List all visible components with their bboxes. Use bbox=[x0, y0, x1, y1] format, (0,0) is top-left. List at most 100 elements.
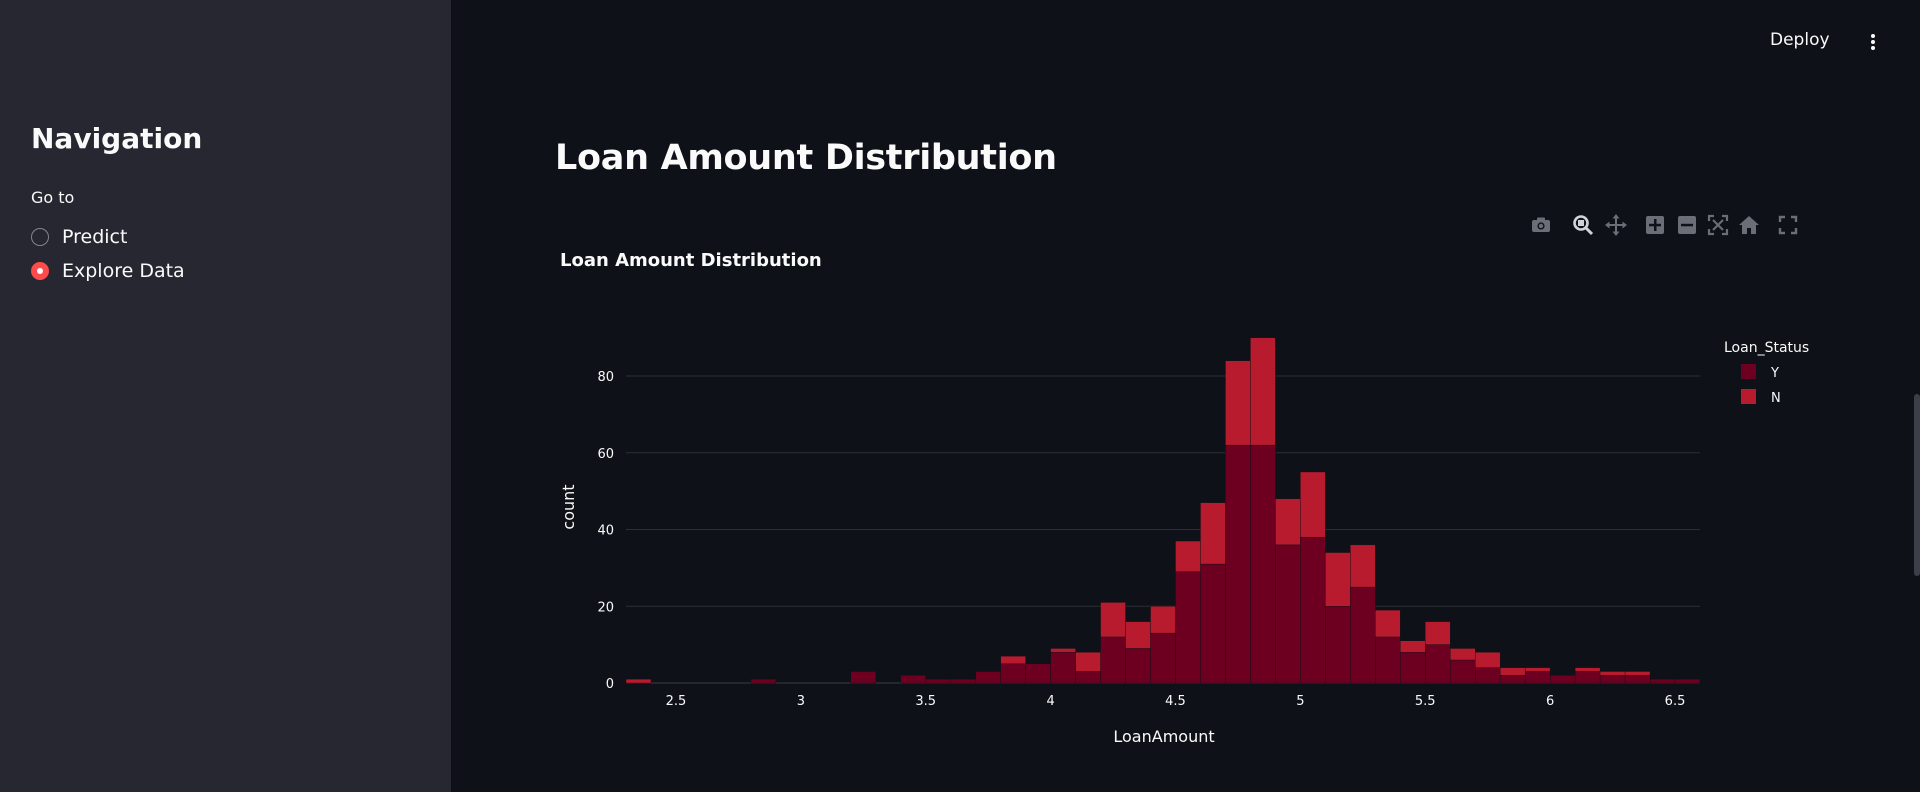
bar-y[interactable] bbox=[1624, 675, 1651, 684]
bar-y[interactable] bbox=[1075, 671, 1101, 684]
bar-y[interactable] bbox=[1275, 544, 1301, 684]
y-tick-label: 20 bbox=[597, 600, 614, 615]
bar-n[interactable] bbox=[1075, 652, 1101, 672]
radio-option-label: Predict bbox=[62, 226, 128, 248]
x-tick-label: 3 bbox=[797, 694, 805, 709]
scrollbar-thumb[interactable] bbox=[1914, 394, 1920, 576]
bar-n[interactable] bbox=[1524, 667, 1551, 672]
bar-n[interactable] bbox=[1000, 655, 1026, 665]
legend-label-y: Y bbox=[1770, 366, 1779, 381]
bar-y[interactable] bbox=[1499, 675, 1526, 684]
bars bbox=[625, 337, 1701, 684]
y-tick-label: 60 bbox=[597, 447, 614, 462]
bar-y[interactable] bbox=[1050, 652, 1076, 684]
bar-y[interactable] bbox=[1200, 563, 1226, 684]
radio-option-predict[interactable]: Predict bbox=[31, 226, 127, 248]
bar-y[interactable] bbox=[925, 678, 951, 684]
bar-y[interactable] bbox=[1549, 675, 1576, 684]
radio-option-explore-data[interactable]: Explore Data bbox=[31, 260, 185, 282]
legend-swatch-n[interactable] bbox=[1741, 389, 1756, 404]
bar-n[interactable] bbox=[1125, 621, 1151, 649]
bar-y[interactable] bbox=[1400, 652, 1426, 684]
legend-label-n: N bbox=[1771, 391, 1781, 406]
bar-n[interactable] bbox=[1450, 648, 1476, 661]
bar-y[interactable] bbox=[1674, 678, 1701, 684]
bar-y[interactable] bbox=[750, 678, 777, 684]
bar-y[interactable] bbox=[1125, 648, 1151, 684]
bar-n[interactable] bbox=[1225, 360, 1251, 446]
radio-option-label: Explore Data bbox=[62, 260, 185, 282]
grid-lines bbox=[626, 375, 1700, 684]
bar-n[interactable] bbox=[1599, 671, 1626, 676]
bar-n[interactable] bbox=[1325, 552, 1351, 607]
bar-n[interactable] bbox=[1425, 621, 1451, 645]
legend-swatch-y[interactable] bbox=[1741, 364, 1756, 379]
sidebar: Navigation Go to Predict Explore Data bbox=[0, 0, 451, 792]
bar-y[interactable] bbox=[1250, 444, 1276, 684]
bar-y[interactable] bbox=[1375, 636, 1401, 684]
bar-n[interactable] bbox=[1300, 471, 1326, 538]
bar-n[interactable] bbox=[1100, 602, 1126, 638]
x-tick-label: 5 bbox=[1296, 694, 1304, 709]
bar-n[interactable] bbox=[1400, 640, 1426, 653]
vertical-ellipsis-icon[interactable] bbox=[1863, 32, 1883, 52]
bar-y[interactable] bbox=[1599, 675, 1626, 684]
zoom-out-icon[interactable] bbox=[1676, 214, 1698, 236]
x-tick-label: 6.5 bbox=[1665, 694, 1686, 709]
bar-y[interactable] bbox=[1325, 606, 1351, 684]
autoscale-icon[interactable] bbox=[1707, 214, 1729, 236]
bar-n[interactable] bbox=[1624, 671, 1651, 676]
zoom-icon[interactable] bbox=[1572, 214, 1594, 236]
bar-y[interactable] bbox=[1450, 659, 1476, 684]
bar-y[interactable] bbox=[950, 678, 976, 684]
bar-y[interactable] bbox=[1425, 644, 1451, 684]
bar-y[interactable] bbox=[1300, 536, 1326, 684]
bar-n[interactable] bbox=[625, 678, 652, 684]
bar-n[interactable] bbox=[1475, 652, 1501, 668]
x-tick-label: 2.5 bbox=[666, 694, 687, 709]
page-title: Loan Amount Distribution bbox=[555, 138, 1057, 178]
bar-n[interactable] bbox=[1200, 502, 1226, 565]
bar-y[interactable] bbox=[850, 671, 876, 684]
bar-y[interactable] bbox=[1524, 671, 1551, 684]
bar-n[interactable] bbox=[1350, 544, 1376, 588]
bar-y[interactable] bbox=[1025, 663, 1051, 684]
x-axis-label: LoanAmount bbox=[1113, 727, 1214, 746]
bar-n[interactable] bbox=[1250, 337, 1276, 446]
zoom-in-icon[interactable] bbox=[1644, 214, 1666, 236]
pan-icon[interactable] bbox=[1605, 214, 1627, 236]
bar-y[interactable] bbox=[1475, 667, 1501, 684]
bar-n[interactable] bbox=[1150, 606, 1176, 634]
x-axis-ticks: 2.5 3 3.5 4 4.5 5 5.5 6 6.5 bbox=[666, 694, 1686, 709]
y-tick-label: 0 bbox=[606, 677, 614, 692]
bar-n[interactable] bbox=[1499, 667, 1526, 676]
legend-title: Loan_Status bbox=[1724, 340, 1809, 356]
bar-y[interactable] bbox=[1100, 636, 1126, 684]
bar-n[interactable] bbox=[1574, 667, 1601, 672]
bar-n[interactable] bbox=[1050, 648, 1076, 653]
bar-y[interactable] bbox=[1225, 444, 1251, 684]
home-icon[interactable] bbox=[1738, 214, 1760, 236]
fullscreen-icon[interactable] bbox=[1777, 214, 1799, 236]
bar-y[interactable] bbox=[1350, 586, 1376, 684]
bar-y[interactable] bbox=[1574, 671, 1601, 684]
x-tick-label: 3.5 bbox=[915, 694, 936, 709]
x-tick-label: 4.5 bbox=[1165, 694, 1186, 709]
y-axis-label: count bbox=[559, 484, 578, 529]
bar-y[interactable] bbox=[1000, 663, 1026, 684]
chart-title: Loan Amount Distribution bbox=[560, 250, 822, 271]
radio-button-icon[interactable] bbox=[31, 228, 49, 246]
bar-y[interactable] bbox=[900, 675, 926, 684]
bar-n[interactable] bbox=[1375, 609, 1401, 638]
legend: Loan_Status Y N bbox=[1724, 340, 1809, 406]
bar-n[interactable] bbox=[1275, 498, 1301, 546]
deploy-button[interactable]: Deploy bbox=[1770, 30, 1830, 50]
bar-n[interactable] bbox=[1175, 540, 1201, 572]
bar-y[interactable] bbox=[1649, 678, 1676, 684]
camera-icon[interactable] bbox=[1530, 214, 1552, 236]
bar-y[interactable] bbox=[975, 671, 1001, 684]
radio-button-selected-icon[interactable] bbox=[31, 262, 49, 280]
x-tick-label: 4 bbox=[1046, 694, 1054, 709]
bar-y[interactable] bbox=[1175, 571, 1201, 684]
bar-y[interactable] bbox=[1150, 632, 1176, 684]
